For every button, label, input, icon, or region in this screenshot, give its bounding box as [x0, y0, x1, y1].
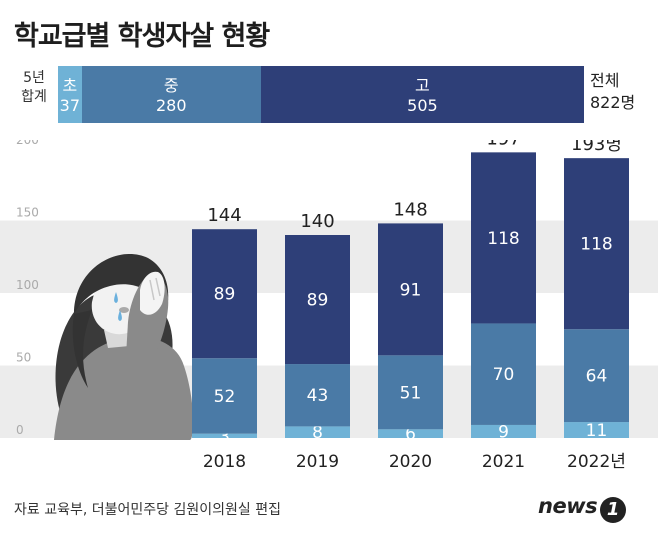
logo-mark: 1	[600, 497, 627, 523]
bar-segment	[564, 329, 629, 423]
summary-total-label: 전체	[590, 71, 620, 90]
bar-value-label: 64	[586, 367, 608, 387]
summary-segment-name: 고	[415, 76, 430, 95]
bar-segment	[378, 429, 443, 438]
bar-value-label: 43	[307, 386, 329, 406]
bar-value-label: 51	[400, 383, 422, 403]
summary-segment-name: 중	[163, 76, 179, 95]
bar-value-label: 118	[487, 229, 519, 249]
source-note: 자료 교육부, 더불어민주당 김원이의원실 편집	[14, 502, 281, 518]
y-tick-label: 200	[16, 140, 39, 147]
summary-total-value: 822명	[590, 93, 636, 112]
bar-segment	[192, 229, 257, 359]
bar-segment	[285, 364, 350, 427]
x-tick-label: 2018	[203, 452, 246, 472]
x-axis: 2018 2019 2020 2021 2022년	[203, 452, 626, 472]
x-tick-label: 2019	[296, 452, 339, 472]
bar-segment	[564, 158, 629, 330]
bar-value-label: 118	[580, 235, 612, 255]
summary-label-line2: 합계	[21, 89, 47, 105]
stacked-bar-chart: 0 50 100 150 200 3 52 89 144 8 43 89 140 6 51 91 148 9 70…	[0, 140, 658, 472]
news1-logo: news 1	[538, 494, 627, 523]
bar-segment	[471, 424, 536, 438]
bar-segment	[378, 355, 443, 430]
summary-segment-value: 280	[155, 96, 187, 115]
x-tick-label: 2022년	[567, 452, 626, 472]
bar-total-label: 197	[486, 140, 520, 149]
summary-segment-middle: 중 280	[81, 66, 261, 123]
bar-value-label: 8	[312, 423, 323, 443]
x-tick-label: 2020	[389, 452, 432, 472]
bar-segment	[471, 323, 536, 425]
summary-segment-high: 고 505	[260, 66, 584, 123]
bar-value-label: 11	[586, 421, 608, 441]
logo-text: news	[538, 494, 598, 518]
y-tick-label: 100	[16, 278, 39, 292]
bar-value-label: 52	[214, 387, 236, 407]
summary-segment-elementary: 초 37	[58, 66, 82, 123]
y-tick-label: 150	[16, 206, 39, 220]
bar-total-label: 140	[300, 211, 334, 232]
summary-label-line1: 5년	[23, 70, 45, 86]
bar-value-label: 91	[400, 280, 422, 300]
bar-value-label: 89	[214, 285, 236, 305]
bar-total-label: 144	[207, 205, 241, 226]
y-axis: 0 50 100 150 200	[16, 140, 39, 437]
y-tick-label: 50	[16, 351, 31, 365]
summary-total: 전체 822명	[590, 70, 648, 114]
summary-segment-value: 505	[407, 96, 438, 115]
bar-value-label: 6	[405, 425, 416, 445]
bar-segment	[564, 422, 629, 438]
y-tick-label: 0	[16, 423, 24, 437]
x-tick-label: 2021	[482, 452, 525, 472]
bar-groups: 3 52 89 144 8 43 89 140 6 51 91 148 9 70 118 197 11 64 118…	[192, 140, 629, 447]
bar-total-label: 148	[393, 199, 427, 220]
summary-segment-value: 37	[59, 96, 81, 115]
bar-segment	[192, 358, 257, 434]
bar-total-label: 193명	[571, 140, 622, 155]
bar-value-label: 3	[219, 427, 230, 447]
bar-value-label: 9	[498, 422, 509, 442]
bar-value-label: 89	[307, 291, 329, 311]
sad-person-illustration	[54, 254, 194, 440]
page-title: 학교급별 학생자살 현황	[14, 21, 270, 52]
bar-segment	[378, 223, 443, 356]
bar-segment	[285, 426, 350, 438]
bar-segment	[285, 235, 350, 365]
bar-value-label: 70	[493, 365, 515, 385]
summary-segment-name: 초	[62, 76, 78, 95]
summary-bar: 초 37 중 280 고 505	[58, 66, 584, 123]
summary-label: 5년 합계	[14, 69, 54, 107]
bar-segment	[471, 152, 536, 324]
bar-segment	[192, 433, 257, 438]
